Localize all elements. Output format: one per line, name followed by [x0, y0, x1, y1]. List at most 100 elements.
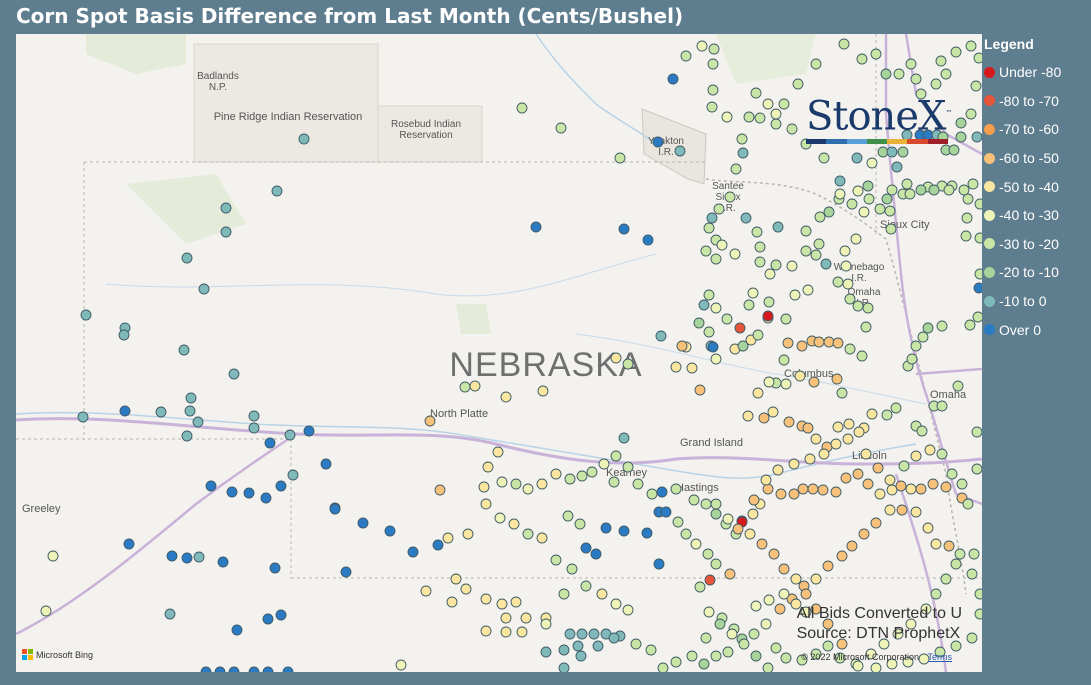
bid-point[interactable] [884, 504, 896, 516]
bid-point[interactable] [915, 483, 927, 495]
bid-point[interactable] [722, 513, 734, 525]
bid-point[interactable] [950, 558, 962, 570]
bid-point[interactable] [892, 628, 904, 640]
bid-point[interactable] [752, 387, 764, 399]
bid-point[interactable] [904, 188, 916, 200]
bid-point[interactable] [231, 624, 243, 636]
bid-point[interactable] [670, 656, 682, 668]
bid-point[interactable] [832, 337, 844, 349]
bid-point[interactable] [248, 422, 260, 434]
bid-point[interactable] [500, 391, 512, 403]
bid-point[interactable] [469, 380, 481, 392]
bid-point[interactable] [862, 302, 874, 314]
bid-point[interactable] [846, 540, 858, 552]
bid-point[interactable] [670, 361, 682, 373]
bid-point[interactable] [962, 193, 974, 205]
bid-point[interactable] [928, 184, 940, 196]
bid-point[interactable] [329, 503, 341, 515]
bid-point[interactable] [800, 588, 812, 600]
bid-point[interactable] [756, 538, 768, 550]
bid-point[interactable] [752, 329, 764, 341]
bid-point[interactable] [844, 343, 856, 355]
bid-point[interactable] [930, 538, 942, 550]
bid-point[interactable] [558, 588, 570, 600]
bid-point[interactable] [40, 605, 52, 617]
bid-point[interactable] [783, 416, 795, 428]
bid-point[interactable] [446, 596, 458, 608]
bid-point[interactable] [885, 223, 897, 235]
bid-point[interactable] [780, 313, 792, 325]
bid-point[interactable] [862, 478, 874, 490]
bid-point[interactable] [690, 538, 702, 550]
map-canvas[interactable]: Badlands N.P. Pine Ridge Indian Reservatio… [16, 34, 982, 672]
bid-point[interactable] [762, 98, 774, 110]
bid-point[interactable] [622, 461, 634, 473]
bid-point[interactable] [478, 481, 490, 493]
bid-point[interactable] [592, 640, 604, 652]
bid-point[interactable] [737, 147, 749, 159]
bid-point[interactable] [834, 188, 846, 200]
bid-point[interactable] [672, 516, 684, 528]
bid-point[interactable] [934, 646, 946, 658]
legend-item[interactable]: Over 0 [984, 315, 1088, 344]
bid-point[interactable] [768, 548, 780, 560]
bid-point[interactable] [852, 660, 864, 672]
bid-point[interactable] [962, 498, 974, 510]
bid-point[interactable] [758, 412, 770, 424]
bid-point[interactable] [496, 598, 508, 610]
bid-point[interactable] [492, 446, 504, 458]
bid-point[interactable] [214, 666, 226, 672]
bid-point[interactable] [710, 558, 722, 570]
bid-point[interactable] [881, 193, 893, 205]
bid-point[interactable] [974, 268, 982, 280]
bid-point[interactable] [558, 662, 570, 672]
bid-point[interactable] [667, 73, 679, 85]
bid-point[interactable] [820, 258, 832, 270]
bid-point[interactable] [905, 58, 917, 70]
bid-point[interactable] [836, 638, 848, 650]
legend-item[interactable]: -70 to -60 [984, 115, 1088, 144]
bid-point[interactable] [800, 245, 812, 257]
bid-point[interactable] [424, 415, 436, 427]
bid-point[interactable] [80, 309, 92, 321]
bid-point[interactable] [688, 494, 700, 506]
bid-point[interactable] [974, 588, 982, 600]
bid-point[interactable] [610, 598, 622, 610]
bid-point[interactable] [943, 540, 955, 552]
bid-point[interactable] [940, 573, 952, 585]
bid-point[interactable] [714, 618, 726, 630]
terms-link[interactable]: Terms [927, 652, 953, 662]
bid-point[interactable] [886, 484, 898, 496]
bid-point[interactable] [655, 330, 667, 342]
bid-point[interactable] [910, 450, 922, 462]
bid-point[interactable] [500, 626, 512, 638]
bid-point[interactable] [284, 429, 296, 441]
bid-point[interactable] [713, 203, 725, 215]
bid-point[interactable] [737, 340, 749, 352]
bid-point[interactable] [686, 362, 698, 374]
bid-point[interactable] [622, 604, 634, 616]
bid-point[interactable] [220, 202, 232, 214]
bid-point[interactable] [707, 341, 719, 353]
bid-point[interactable] [500, 612, 512, 624]
bid-point[interactable] [896, 504, 908, 516]
bid-point[interactable] [282, 666, 294, 672]
bid-point[interactable] [823, 336, 835, 348]
bid-point[interactable] [721, 111, 733, 123]
bid-point[interactable] [818, 152, 830, 164]
bid-point[interactable] [572, 640, 584, 652]
bid-point[interactable] [580, 580, 592, 592]
bing-attribution[interactable]: Microsoft Bing [22, 649, 93, 660]
bid-point[interactable] [916, 425, 928, 437]
bid-point[interactable] [778, 98, 790, 110]
bid-point[interactable] [973, 52, 982, 64]
bid-point[interactable] [703, 606, 715, 618]
bid-point[interactable] [851, 152, 863, 164]
bid-point[interactable] [838, 38, 850, 50]
bid-point[interactable] [866, 157, 878, 169]
bid-point[interactable] [450, 573, 462, 585]
bid-point[interactable] [641, 527, 653, 539]
bid-point[interactable] [706, 212, 718, 224]
bid-point[interactable] [936, 448, 948, 460]
bid-point[interactable] [813, 336, 825, 348]
